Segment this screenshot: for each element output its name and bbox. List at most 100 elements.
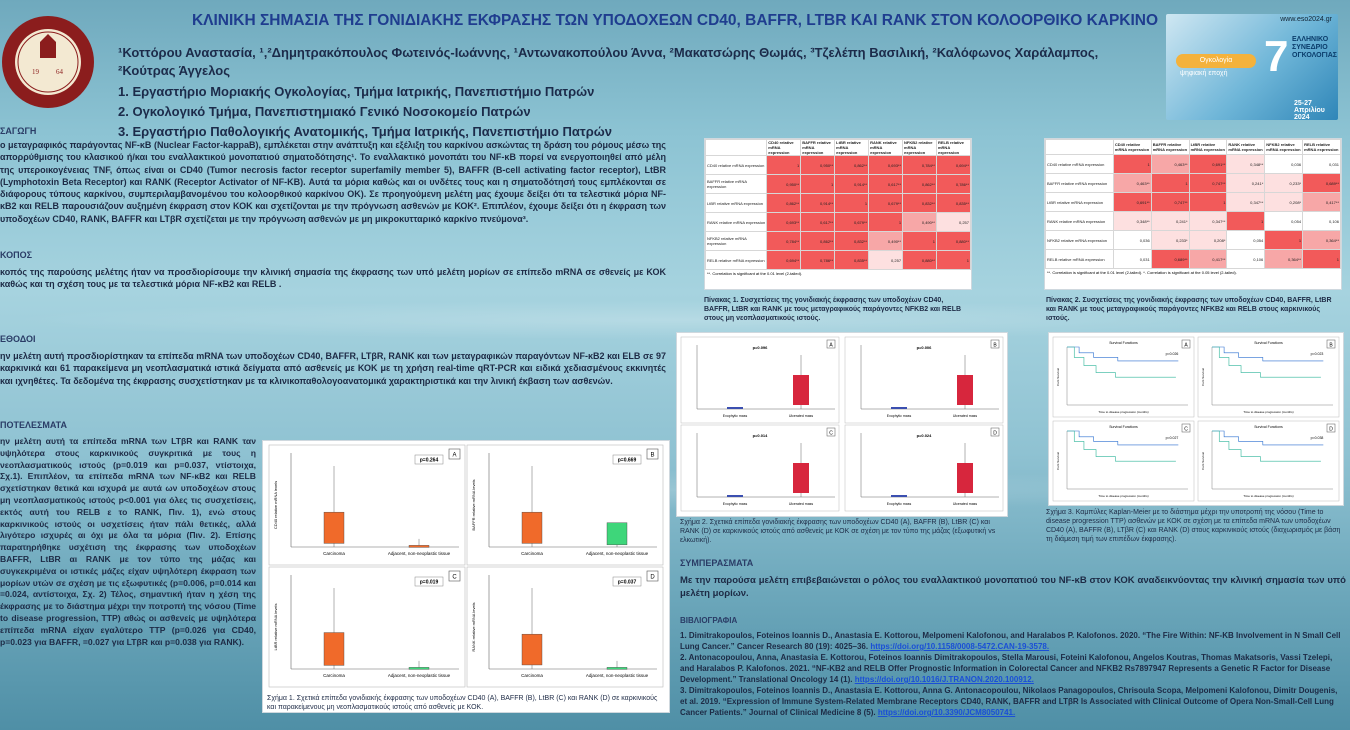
table-cell: 0,747**: [1188, 173, 1228, 193]
box: [323, 511, 345, 544]
table-row: CD40 relative mRNA expression 1 0,950** 0,8…: [704, 155, 972, 175]
table-cell: 0,835**: [834, 250, 870, 270]
km-title: Survival Functions: [1254, 425, 1283, 429]
table-header-cell: LtBR relative mRNA expression: [1188, 139, 1228, 155]
x-tick-label: Ulcerated mass: [953, 502, 978, 506]
box: [957, 463, 973, 493]
p-value: p=0.023: [1311, 352, 1324, 356]
row-label: BAFFR relative mRNA expression: [704, 174, 768, 194]
x-tick-label: Adjacent, non-neoplastic tissue: [388, 551, 451, 556]
p-value: p=0.024: [917, 433, 933, 438]
x-tick-label: Adjacent, non-neoplastic tissue: [586, 551, 649, 556]
x-axis-label: Time to disease progression (months): [1243, 494, 1293, 498]
table-header-cell: RELB relative mRNA expression: [935, 139, 972, 156]
x-tick-label: Ulcerated mass: [789, 414, 814, 418]
table-1-caption: Πίνακας 1. Συσχετίσεις της γονιδιακής έκ…: [704, 297, 962, 322]
table-cell: 0,463**: [1150, 154, 1190, 174]
table-cell: 0,693**: [766, 212, 802, 232]
km-title: Survival Functions: [1109, 341, 1138, 345]
table-cell: 0,832**: [834, 231, 870, 251]
boxplot-panel-C: LtBR relative mRNA levels Cp=0.019 Carcino…: [268, 566, 466, 688]
row-label: CD40 relative mRNA expression: [1045, 154, 1114, 174]
x-tick-label: Carcinoma: [323, 551, 345, 556]
km-title: Survival Functions: [1109, 425, 1138, 429]
km-curve-low: [1212, 346, 1321, 378]
reference-2-link[interactable]: https://doi.org/10.1016/J.TRANON.2020.10…: [854, 675, 1034, 684]
table-cell: 0,208*: [1264, 192, 1304, 212]
reference-1-link[interactable]: https://doi.org/10.1158/0008-5472.CAN-19…: [870, 642, 1050, 651]
poster-title: ΚΛΙΝΙΚΗ ΣΗΜΑΣΙΑ ΤΗΣ ΓΟΝΙΔΙΑΚΗΣ ΕΚΦΡΑΣΗΣ …: [191, 12, 1159, 29]
table-cell: 1: [766, 155, 802, 175]
table-cell: 0,786**: [935, 174, 972, 194]
reference-3-link[interactable]: https://doi.org/10.3390/JCM8050741.: [877, 708, 1016, 717]
aim-heading: ΚΟΠΟΣ: [0, 250, 32, 260]
table-header-cell: RELB relative mRNA expression: [1302, 139, 1341, 155]
conference-number: 7: [1264, 32, 1289, 81]
p-value: p=0.096: [753, 345, 769, 350]
table-cell: 0,694**: [766, 250, 802, 270]
x-axis-label: Time to disease progression (months): [1098, 494, 1148, 498]
table-cell: 1: [935, 250, 972, 270]
x-axis-label: Time to disease progression (months): [1098, 410, 1148, 414]
box: [957, 375, 973, 405]
table-cell: 0,784**: [902, 155, 937, 175]
panel-letter: B: [993, 343, 997, 349]
table-cell: 0,490**: [868, 231, 904, 251]
table-cell: 0,689**: [1302, 173, 1341, 193]
table-row: RANK relative mRNA expression 0,693** 0,61…: [704, 212, 972, 232]
figure-3-plots: Survival Functions Ap=0.026 Time to diseas…: [1052, 336, 1340, 502]
table-header-cell: NFKB2 relative mRNA expression: [902, 139, 937, 156]
table-cell: 0,241*: [1226, 173, 1266, 193]
table-cell: 0,031: [1302, 154, 1341, 174]
table-2-caption: Πίνακας 2. Συσχετίσεις της γονιδιακής έκ…: [1046, 297, 1332, 322]
p-value: p=0.669: [618, 458, 637, 464]
row-label: NFKB2 relative mRNA expression: [704, 231, 768, 251]
table-row: BAFFR relative mRNA expression 0,463** 1 0,…: [1045, 173, 1341, 193]
box: [521, 511, 543, 544]
table-cell: 0,257: [935, 212, 972, 232]
p-value: p=0.264: [420, 458, 439, 464]
km-curve-high: [1212, 346, 1324, 362]
table-1-grid: CD40 relative mRNA expression BAFFR relat…: [704, 139, 972, 270]
x-tick-label: Exophytic mass: [887, 414, 912, 418]
table-1: CD40 relative mRNA expression BAFFR relat…: [704, 138, 972, 290]
table-1-note: **. Correlation is significant at the 0.…: [707, 271, 803, 276]
y-axis-label: RANK relative mRNA levels: [471, 602, 476, 651]
table-cell: 0,106: [1226, 249, 1266, 269]
table-cell: 0,862**: [902, 174, 937, 194]
x-axis-label: Time to disease progression (months): [1243, 410, 1293, 414]
table-cell: 1: [1150, 173, 1190, 193]
table-cell: 0,835**: [935, 193, 972, 213]
box: [408, 667, 430, 670]
x-tick-label: Exophytic mass: [723, 414, 748, 418]
table-cell: 0,862**: [834, 155, 870, 175]
table-cell: 0,786**: [800, 250, 836, 270]
table-cell: 0,417**: [1188, 249, 1228, 269]
box: [408, 545, 430, 548]
table-cell: 0,832**: [902, 193, 937, 213]
table-cell: 0,880**: [935, 231, 972, 251]
conference-date: 25-27 Απριλίου 2024: [1294, 100, 1325, 120]
table-cell: 0,862**: [766, 193, 802, 213]
table-cell: 0,689**: [1150, 249, 1190, 269]
y-axis-label: Cum Survival: [1201, 368, 1205, 386]
box: [793, 463, 809, 493]
table-cell: 0,463**: [1112, 173, 1152, 193]
table-cell: 1: [800, 174, 836, 194]
box: [793, 375, 809, 405]
table-cell: 1: [1112, 154, 1152, 174]
intro-text: ο μεταγραφικός παράγοντας NF-κB (Nuclear…: [0, 140, 666, 224]
box-panel-C: p=0.014 C Exophytic mass Ulcerated mass: [680, 424, 840, 512]
panel-letter: C: [1184, 427, 1188, 433]
boxplot-panel-A: CD40 relative mRNA levels Ap=0.264 Carcino…: [268, 444, 466, 566]
table-cell: 0,617**: [800, 212, 836, 232]
table-row: RELB relative mRNA expression 0,694** 0,78…: [704, 250, 972, 270]
table-cell: 0,950**: [800, 155, 836, 175]
table-row: NFKB2 relative mRNA expression 0,784** 0,8…: [704, 231, 972, 251]
box-panel-A: p=0.096 A Exophytic mass Ulcerated mass: [680, 336, 840, 424]
p-value: p=0.006: [917, 345, 933, 350]
table-cell: 0,679**: [834, 212, 870, 232]
box: [891, 407, 907, 409]
x-tick-label: Ulcerated mass: [789, 502, 814, 506]
